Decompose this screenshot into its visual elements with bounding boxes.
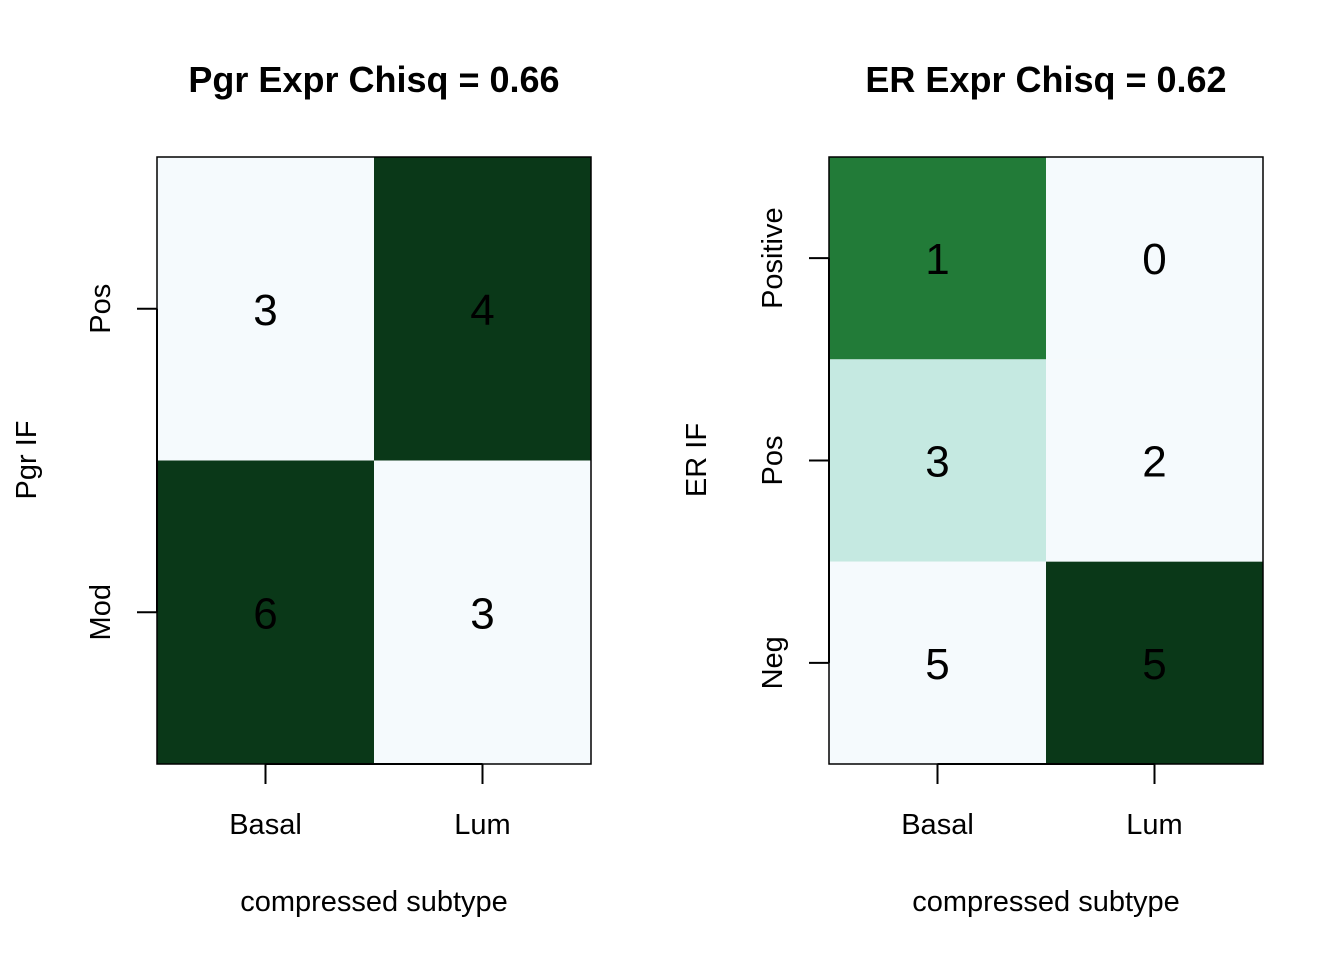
chart-title: Pgr Expr Chisq = 0.66 [188, 59, 559, 100]
heatmap-cell-neg-lum [1046, 561, 1263, 764]
x-axis: Basal Lum [229, 763, 511, 841]
cell-value-label: 6 [253, 589, 277, 638]
heatmap-cell-positive-lum [1046, 157, 1263, 360]
cell-value-label: 5 [1142, 640, 1166, 689]
y-tick-label: Neg [757, 636, 789, 689]
y-axis-label: Pgr IF [11, 421, 43, 500]
heatmap-cell-pos-basal [829, 359, 1046, 562]
heatmap-cell-pos-lum [374, 157, 591, 461]
pgr-heatmap-panel: Pgr Expr Chisq = 0.66 3 4 6 3 Basal Lum Pos M… [11, 59, 592, 918]
heatmap-cell-neg-basal [829, 561, 1046, 764]
y-tick-label: Pos [85, 284, 117, 334]
cell-value-label: 1 [925, 235, 949, 284]
x-tick-label: Basal [901, 809, 974, 841]
x-axis: Basal Lum [901, 763, 1183, 841]
cell-value-label: 4 [470, 286, 494, 335]
x-axis-label: compressed subtype [912, 886, 1180, 918]
y-axis: Positive Pos Neg [757, 207, 830, 689]
x-tick-label: Lum [454, 809, 510, 841]
cell-value-label: 5 [925, 640, 949, 689]
y-tick-label: Pos [757, 436, 789, 486]
heatmap-cells: 1 0 3 2 5 5 [829, 157, 1263, 764]
x-tick-label: Lum [1126, 809, 1182, 841]
x-axis-label: compressed subtype [240, 886, 508, 918]
heatmap-cells: 3 4 6 3 [157, 157, 591, 764]
heatmap-cell-pos-basal [157, 157, 374, 461]
cell-value-label: 2 [1142, 438, 1166, 487]
heatmap-cell-positive-basal [829, 157, 1046, 360]
heatmap-cell-pos-lum [1046, 359, 1263, 562]
er-heatmap-panel: ER Expr Chisq = 0.62 1 0 3 2 5 5 Basal Lum Pos… [681, 59, 1264, 918]
cell-value-label: 0 [1142, 235, 1166, 284]
y-tick-label: Positive [757, 207, 789, 309]
heatmap-cell-mod-lum [374, 460, 591, 764]
cell-value-label: 3 [925, 438, 949, 487]
x-tick-label: Basal [229, 809, 302, 841]
chart-title: ER Expr Chisq = 0.62 [865, 59, 1226, 100]
y-axis: Pos Mod [85, 284, 158, 640]
cell-value-label: 3 [253, 286, 277, 335]
cell-value-label: 3 [470, 589, 494, 638]
y-tick-label: Mod [85, 584, 117, 640]
heatmap-cell-mod-basal [157, 460, 374, 764]
y-axis-label: ER IF [681, 423, 713, 497]
